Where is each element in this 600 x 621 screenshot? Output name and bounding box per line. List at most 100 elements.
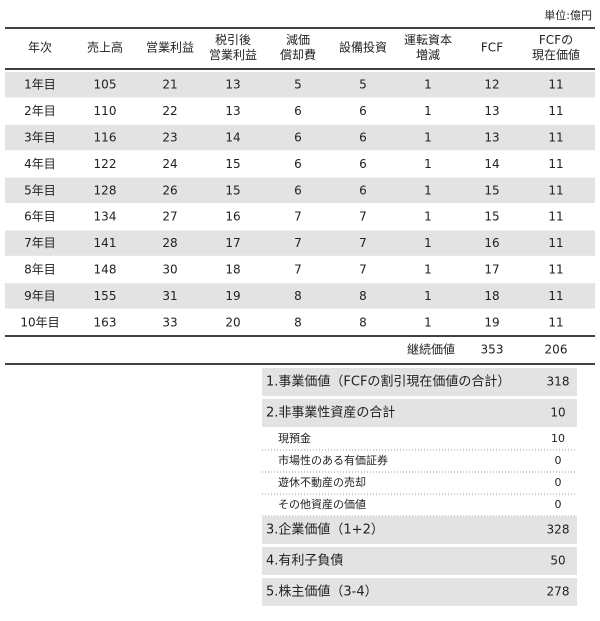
cell: 1 <box>424 263 432 277</box>
summary-item-value: 10 <box>551 432 565 445</box>
cell: 15 <box>484 210 499 224</box>
cell: 11 <box>548 210 563 224</box>
summary-value: 328 <box>547 523 570 537</box>
cell: 22 <box>162 104 177 118</box>
cell: 1 <box>424 289 432 303</box>
column-header: 運転資本 <box>404 33 452 47</box>
summary-bg <box>262 578 577 606</box>
cell: 7 <box>359 236 367 250</box>
summary-item-label: 遊休不動産の売却 <box>278 475 366 489</box>
cell: 134 <box>94 210 117 224</box>
summary-item-value: 0 <box>555 454 562 467</box>
column-header: 営業利益 <box>209 48 257 62</box>
terminal-label: 継続価値 <box>407 342 455 357</box>
cell: 141 <box>94 236 117 250</box>
cell: 8年目 <box>24 263 56 277</box>
cell: 5 <box>294 78 302 92</box>
cell: 8 <box>359 315 367 329</box>
cell: 5 <box>359 78 367 92</box>
summary-value: 50 <box>550 554 565 568</box>
cell: 163 <box>94 315 117 329</box>
cell: 13 <box>484 131 499 145</box>
cell: 8 <box>294 315 302 329</box>
cell: 28 <box>162 236 177 250</box>
cell: 16 <box>484 236 499 250</box>
cell: 1 <box>424 183 432 197</box>
summary-value: 318 <box>547 375 570 389</box>
cell: 6 <box>359 104 367 118</box>
column-header: 売上高 <box>87 40 123 55</box>
cell: 26 <box>162 183 177 197</box>
cell: 6 <box>359 157 367 171</box>
cell: 6 <box>294 183 302 197</box>
terminal-fcf: 353 <box>481 343 504 357</box>
cell: 7 <box>294 236 302 250</box>
column-header: FCFの <box>539 33 573 47</box>
cell: 10年目 <box>20 315 59 329</box>
cell: 6 <box>294 157 302 171</box>
summary-value: 10 <box>550 406 565 420</box>
cell: 15 <box>225 183 240 197</box>
cell: 13 <box>225 104 240 118</box>
cell: 13 <box>225 78 240 92</box>
cell: 1 <box>424 315 432 329</box>
cell: 11 <box>548 131 563 145</box>
cell: 6年目 <box>24 210 56 224</box>
summary-item-label: その他資産の価値 <box>278 498 366 511</box>
cell: 18 <box>225 263 240 277</box>
cell: 155 <box>94 289 117 303</box>
summary-label: 3.企業価値（1+2） <box>266 522 384 538</box>
summary-label: 5.株主価値（3-4） <box>266 584 378 600</box>
summary-bg <box>262 399 577 427</box>
cell: 12 <box>484 78 499 92</box>
row-bg <box>5 230 595 256</box>
cell: 11 <box>548 263 563 277</box>
cell: 8 <box>294 289 302 303</box>
cell: 11 <box>548 157 563 171</box>
cell: 33 <box>162 315 177 329</box>
cell: 4年目 <box>24 157 56 171</box>
cell: 110 <box>94 104 117 118</box>
column-header: 年次 <box>28 41 52 55</box>
column-header: 償却費 <box>280 47 316 62</box>
cell: 11 <box>548 104 563 118</box>
terminal-pv: 206 <box>545 343 568 357</box>
cell: 11 <box>548 236 563 250</box>
column-header: 営業利益 <box>146 41 194 55</box>
cell: 7 <box>359 210 367 224</box>
summary-label: 4.有利子負債 <box>266 554 343 569</box>
cell: 24 <box>162 157 177 171</box>
cell: 14 <box>484 157 499 171</box>
summary-item-label: 市場性のある有価証券 <box>278 453 388 467</box>
cell: 20 <box>225 315 240 329</box>
column-header: 増減 <box>416 47 440 62</box>
cell: 128 <box>94 183 117 197</box>
row-bg <box>5 283 595 309</box>
cell: 11 <box>548 78 563 92</box>
row-bg <box>5 72 595 98</box>
cell: 6 <box>359 131 367 145</box>
summary-value: 278 <box>547 585 570 599</box>
cell: 1年目 <box>24 78 56 92</box>
summary-bg <box>262 547 577 575</box>
cell: 8 <box>359 289 367 303</box>
cell: 7年目 <box>24 236 56 250</box>
summary-label: 1.事業価値（FCFの割引現在価値の合計） <box>266 374 510 390</box>
cell: 7 <box>359 263 367 277</box>
cell: 17 <box>484 263 499 277</box>
cell: 1 <box>424 157 432 171</box>
summary-bg <box>262 516 577 544</box>
cell: 148 <box>94 263 117 277</box>
cell: 105 <box>94 78 117 92</box>
cell: 3年目 <box>24 131 56 145</box>
column-header: FCF <box>481 41 503 55</box>
cell: 17 <box>225 236 240 250</box>
unit-label: 単位:億円 <box>544 8 592 22</box>
cell: 7 <box>294 263 302 277</box>
cell: 1 <box>424 236 432 250</box>
cell: 15 <box>225 157 240 171</box>
cell: 11 <box>548 183 563 197</box>
column-header: 減価 <box>286 32 310 47</box>
cell: 13 <box>484 104 499 118</box>
